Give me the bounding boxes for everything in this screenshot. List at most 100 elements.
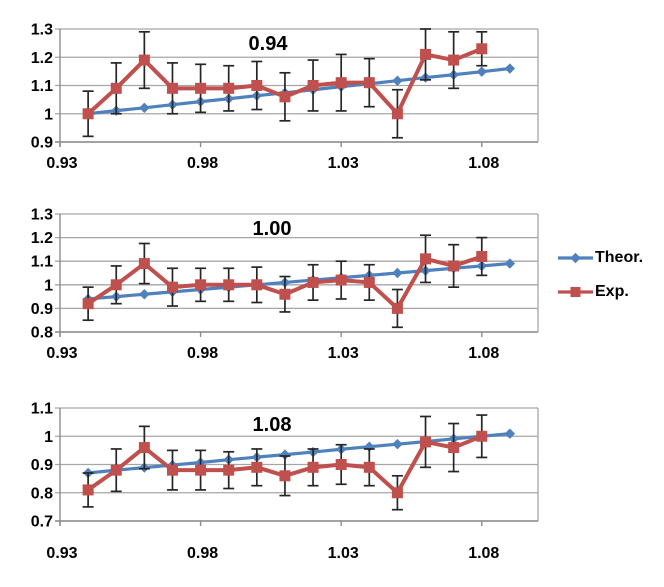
exp-point-marker (391, 487, 403, 499)
theor-point-marker (392, 438, 403, 450)
exp-point-marker (251, 461, 263, 473)
gridlines (55, 407, 538, 522)
exp-point-marker (110, 82, 122, 94)
exp-point-marker (335, 459, 347, 470)
svg-text:1.08: 1.08 (468, 345, 499, 362)
exp-point-marker (476, 250, 488, 262)
exp-point-marker (195, 464, 207, 476)
x-axis-labels: 0.93 0.98 1.03 1.08 (46, 545, 499, 562)
svg-text:1.2: 1.2 (31, 50, 53, 67)
exp-point-marker (335, 274, 347, 286)
exp-point-marker (110, 279, 122, 291)
error-bars (82, 234, 488, 329)
exp-point-marker (166, 464, 178, 476)
chart-ratio-1.08[interactable]: 1.1 1 0.9 0.8 0.7 0.93 0.98 1.03 1.08 1.08 (0, 375, 560, 587)
exp-series-icon (558, 287, 593, 297)
theor-point-marker (504, 63, 516, 74)
svg-text:1.3: 1.3 (31, 207, 53, 224)
exp-point-marker (82, 108, 94, 120)
exp-point-marker (251, 279, 263, 291)
exp-point-marker (420, 48, 432, 60)
exp-point-marker (138, 54, 150, 66)
svg-text:1.1: 1.1 (31, 78, 53, 95)
svg-text:0.98: 0.98 (187, 345, 218, 362)
exp-point-marker (391, 302, 403, 314)
svg-text:0.98: 0.98 (187, 545, 218, 562)
exp-point-marker (138, 258, 150, 270)
theor-point-marker (139, 102, 150, 114)
theor-point-marker (504, 258, 516, 269)
exp-point-marker (279, 91, 291, 103)
svg-text:1.08: 1.08 (468, 155, 499, 172)
chart-title: 1.08 (253, 414, 292, 436)
legend[interactable]: Theor. Exp. (557, 248, 664, 316)
svg-text:0.8: 0.8 (31, 325, 53, 342)
exp-point-marker (476, 43, 488, 55)
legend-label-exp: Exp. (595, 283, 629, 300)
svg-text:1: 1 (44, 106, 53, 123)
x-axis-ticks (59, 521, 483, 526)
svg-text:0.8: 0.8 (31, 485, 53, 502)
svg-text:1.03: 1.03 (328, 345, 359, 362)
exp-point-marker (251, 80, 263, 91)
svg-text:1.03: 1.03 (328, 545, 359, 562)
svg-text:0.93: 0.93 (46, 155, 77, 172)
exp-series (82, 430, 488, 499)
exp-point-marker (307, 461, 319, 473)
exp-point-marker (307, 276, 319, 288)
chart-ratio-1.00[interactable]: 1.3 1.2 1.1 1 0.9 0.8 0.93 0.98 1.03 1.08 1.00 (0, 185, 560, 372)
svg-text:1.03: 1.03 (328, 155, 359, 172)
svg-text:0.93: 0.93 (46, 345, 77, 362)
svg-text:1.08: 1.08 (468, 545, 499, 562)
theor-point-marker (279, 449, 291, 460)
x-axis-ticks (59, 142, 483, 147)
exp-series (82, 250, 488, 314)
chart-ratio-0.94[interactable]: 1.3 1.2 1.1 1 0.9 0.93 0.98 1.03 1.08 0.94 (0, 0, 560, 180)
exp-point-marker (363, 276, 375, 288)
exp-point-marker (476, 430, 488, 442)
theor-point-marker (392, 75, 403, 86)
exp-point-marker (420, 253, 432, 265)
svg-text:0.9: 0.9 (31, 457, 53, 474)
exp-point-marker (166, 82, 178, 94)
svg-text:1.1: 1.1 (31, 401, 53, 418)
theor-point-marker (476, 66, 487, 77)
theor-point-marker (392, 267, 403, 279)
theor-point-marker (504, 428, 516, 439)
legend-item-exp[interactable]: Exp. (557, 282, 664, 302)
exp-point-marker (448, 54, 460, 66)
svg-text:0.98: 0.98 (187, 155, 218, 172)
chart-title: 1.00 (253, 218, 292, 240)
svg-text:1.1: 1.1 (31, 254, 53, 271)
svg-text:1: 1 (44, 429, 53, 446)
x-axis-ticks (59, 332, 483, 337)
legend-label-theor: Theor. (595, 249, 644, 266)
exp-point-marker (363, 461, 375, 473)
exp-point-marker (279, 470, 291, 482)
exp-series (82, 43, 488, 120)
svg-text:0.93: 0.93 (46, 545, 77, 562)
exp-point-marker (138, 442, 150, 454)
theor-point-marker (139, 289, 150, 300)
x-axis-labels: 0.93 0.98 1.03 1.08 (46, 155, 499, 172)
exp-point-marker (420, 436, 432, 448)
exp-point-marker (223, 464, 235, 476)
gridlines (55, 213, 538, 333)
exp-point-marker (110, 464, 122, 476)
y-axis-labels: 1.3 1.2 1.1 1 0.9 0.8 (31, 207, 53, 342)
exp-point-marker (82, 484, 94, 496)
gridlines (55, 28, 538, 143)
exp-point-marker (363, 77, 375, 89)
exp-point-marker (195, 82, 207, 94)
exp-point-marker (223, 82, 235, 94)
svg-text:1: 1 (44, 277, 53, 294)
exp-point-marker (279, 288, 291, 300)
exp-point-marker (166, 281, 178, 293)
svg-text:0.9: 0.9 (31, 301, 53, 318)
svg-text:0.9: 0.9 (31, 135, 53, 152)
exp-point-marker (223, 279, 235, 291)
legend-item-theor[interactable]: Theor. (557, 248, 664, 268)
exp-point-marker (195, 279, 207, 291)
y-axis-labels: 1.3 1.2 1.1 1 0.9 (31, 22, 53, 152)
